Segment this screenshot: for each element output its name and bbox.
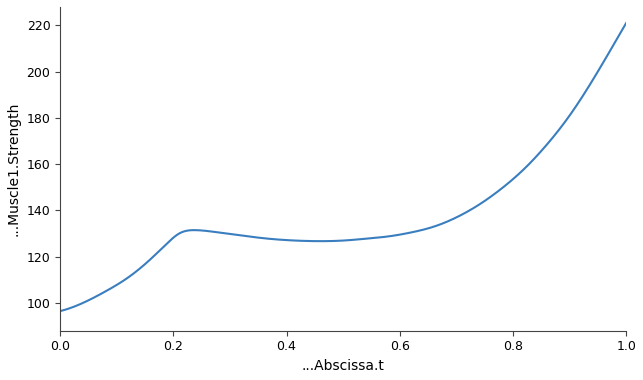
X-axis label: ...Abscissa.t: ...Abscissa.t [302,359,385,373]
Y-axis label: ...Muscle1.Strength: ...Muscle1.Strength [7,102,21,236]
